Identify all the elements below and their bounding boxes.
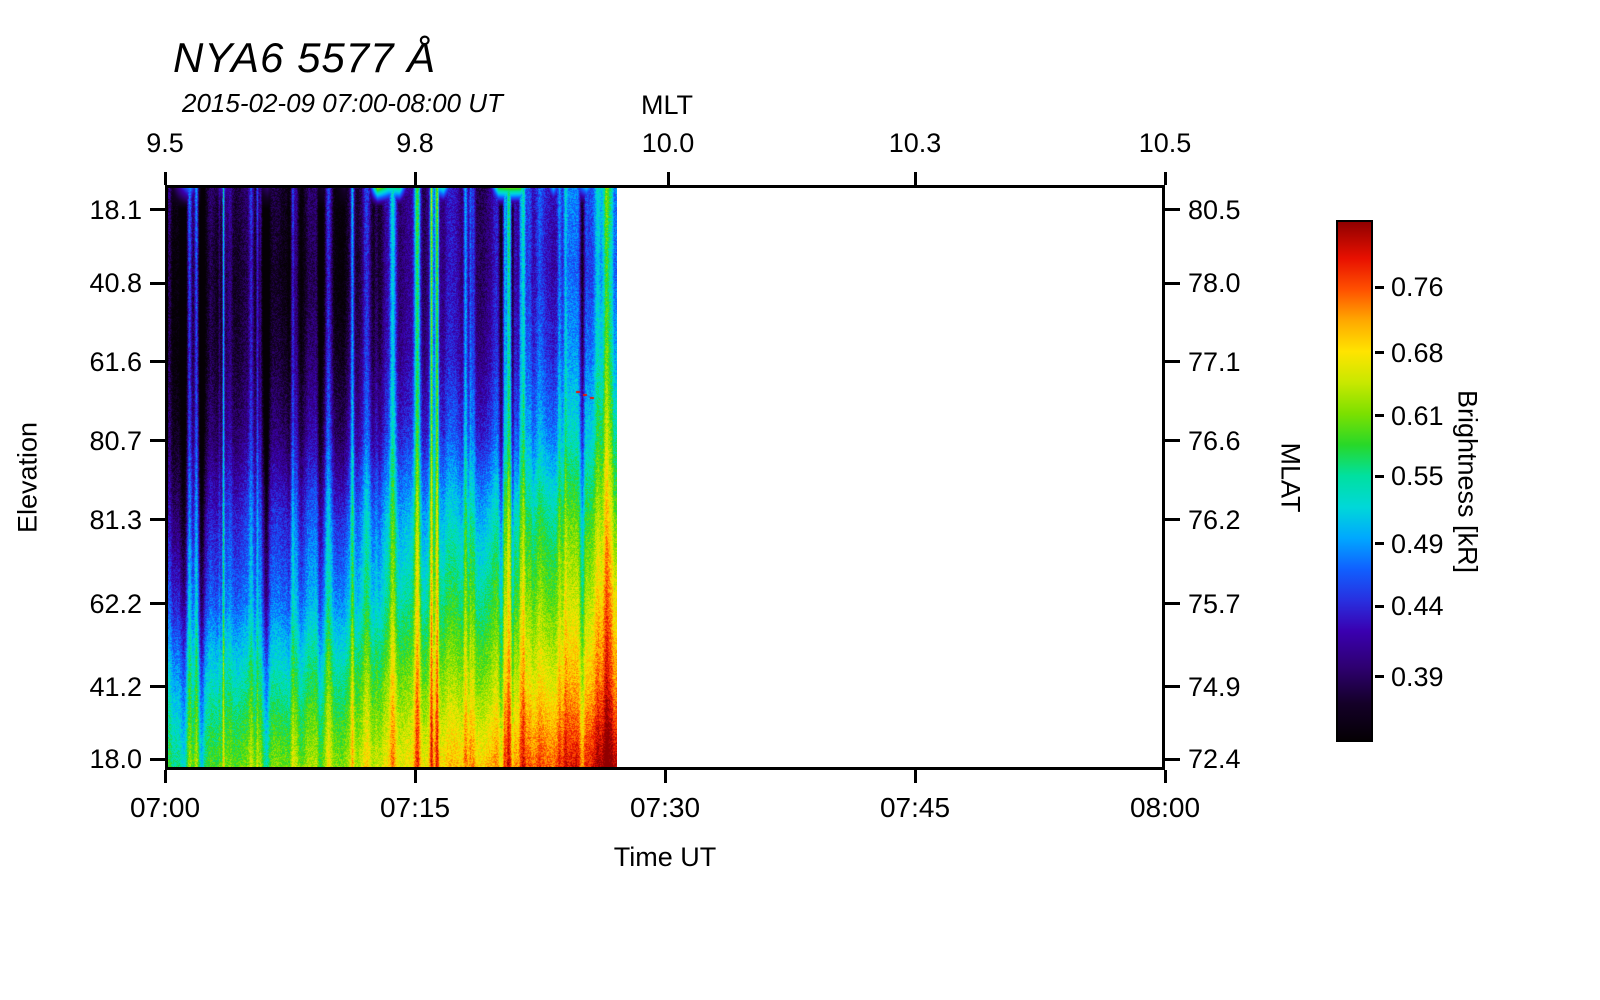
right-axis-tick	[1165, 208, 1180, 212]
right-axis-tick	[1165, 439, 1180, 443]
left-axis-tick-label: 61.6	[89, 346, 142, 377]
bottom-axis-title: Time UT	[613, 842, 717, 872]
left-axis-tick-label: 80.7	[89, 425, 142, 456]
colorbar-gradient	[1336, 220, 1373, 742]
left-axis-tick	[150, 208, 165, 212]
right-axis-tick	[1165, 360, 1180, 364]
left-axis-tick	[150, 757, 165, 761]
plot-subtitle: 2015-02-09 07:00-08:00 UT	[182, 88, 503, 118]
left-axis-tick	[150, 281, 165, 285]
bottom-axis-tick	[663, 770, 667, 783]
bottom-axis-tick	[163, 770, 167, 783]
colorbar-tick-label: 0.68	[1391, 337, 1444, 368]
right-axis-tick-label: 78.0	[1188, 268, 1241, 299]
top-axis-tick-label: 9.8	[396, 128, 434, 158]
left-axis-tick-label: 62.2	[89, 588, 142, 619]
top-axis-tick	[413, 172, 417, 185]
colorbar-tick	[1375, 285, 1384, 289]
top-axis-tick	[666, 172, 670, 185]
colorbar-tick-label: 0.39	[1391, 661, 1444, 692]
top-axis-title: MLT	[641, 90, 693, 120]
colorbar-tick-label: 0.49	[1391, 528, 1444, 559]
right-axis-tick	[1165, 518, 1180, 522]
bottom-axis-tick	[913, 770, 917, 783]
left-axis-tick	[150, 602, 165, 606]
bottom-axis-tick	[413, 770, 417, 783]
left-axis-tick	[150, 518, 165, 522]
plot-title: NYA6 5577 Å	[173, 34, 437, 81]
bottom-axis-tick-label: 08:00	[1129, 792, 1201, 823]
top-axis-tick	[1163, 172, 1167, 185]
bottom-axis-tick-label: 07:00	[129, 792, 201, 823]
right-axis-tick-label: 76.6	[1188, 425, 1241, 456]
right-axis-tick-label: 80.5	[1188, 194, 1241, 225]
left-axis-tick	[150, 360, 165, 364]
left-axis-tick-label: 18.1	[89, 194, 142, 225]
right-axis-tick-label: 76.2	[1188, 504, 1241, 535]
right-axis-tick	[1165, 602, 1180, 606]
colorbar-tick-label: 0.61	[1391, 400, 1444, 431]
colorbar-tick	[1375, 542, 1384, 546]
left-axis-tick-label: 18.0	[89, 744, 142, 775]
left-axis-tick	[150, 685, 165, 689]
colorbar-tick-label: 0.76	[1391, 272, 1444, 303]
bottom-axis-tick-label: 07:45	[879, 792, 951, 823]
left-axis-tick-label: 81.3	[89, 504, 142, 535]
right-axis-tick	[1165, 281, 1180, 285]
top-axis-tick-label: 10.0	[641, 128, 695, 158]
right-axis-tick-label: 74.9	[1188, 671, 1241, 702]
colorbar-tick	[1375, 474, 1384, 478]
right-axis-tick-label: 72.4	[1188, 744, 1241, 775]
top-axis-tick-label: 10.3	[888, 128, 942, 158]
colorbar-tick	[1375, 414, 1384, 418]
bottom-axis-tick-label: 07:30	[629, 792, 701, 823]
top-axis-tick-label: 9.5	[146, 128, 184, 158]
left-axis-tick-label: 41.2	[89, 671, 142, 702]
top-axis-tick	[163, 172, 167, 185]
right-axis-tick-label: 75.7	[1188, 588, 1241, 619]
colorbar-tick-label: 0.55	[1391, 461, 1444, 492]
right-axis-tick	[1165, 685, 1180, 689]
left-axis-tick-label: 40.8	[89, 268, 142, 299]
right-axis-tick	[1165, 757, 1180, 761]
colorbar-tick	[1375, 604, 1384, 608]
left-axis-title: Elevation	[12, 421, 43, 534]
colorbar-tick	[1375, 675, 1384, 679]
bottom-axis-tick-label: 07:15	[379, 792, 451, 823]
left-axis-tick	[150, 439, 165, 443]
top-axis-tick	[913, 172, 917, 185]
right-axis-title: MLAT	[1275, 442, 1306, 513]
heatmap-canvas	[168, 188, 617, 767]
top-axis-tick-label: 10.5	[1138, 128, 1192, 158]
bottom-axis-tick	[1163, 770, 1167, 783]
colorbar-tick	[1375, 351, 1384, 355]
colorbar-tick-label: 0.44	[1391, 591, 1444, 622]
right-axis-tick-label: 77.1	[1188, 346, 1241, 377]
